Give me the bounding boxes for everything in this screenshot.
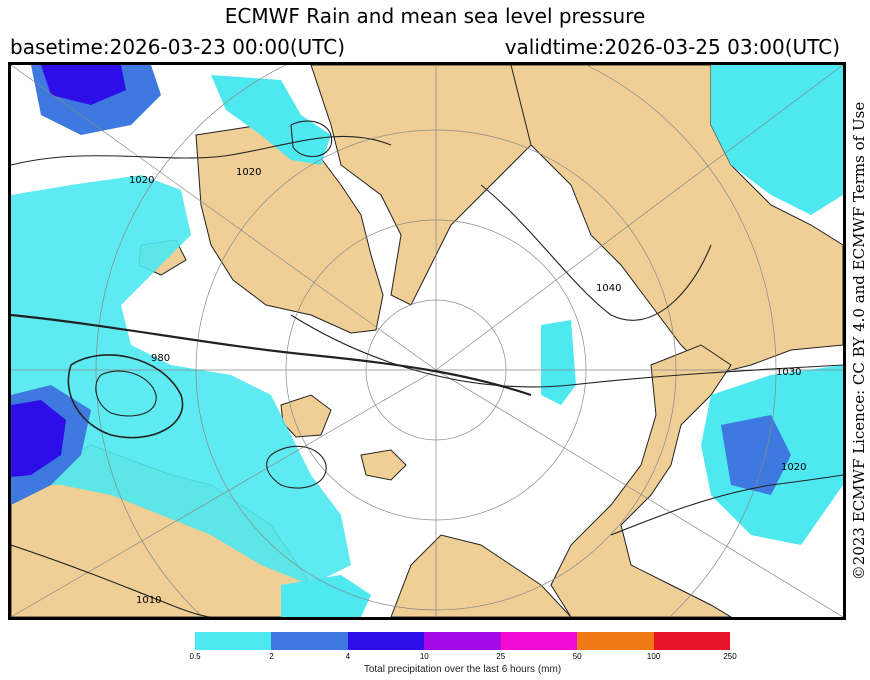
legend-tick: 100 bbox=[646, 652, 661, 661]
map-canvas: 1020 1040 1030 1020 980 1020 1010 bbox=[11, 65, 843, 617]
precip-top-right bbox=[711, 65, 843, 215]
legend-swatch bbox=[271, 632, 348, 650]
polar-map[interactable]: 1020 1040 1030 1020 980 1020 1010 bbox=[8, 62, 846, 620]
isobar-inner-low bbox=[95, 370, 157, 417]
legend-swatch bbox=[500, 632, 578, 650]
legend-swatch bbox=[347, 632, 425, 650]
isobar-1030 bbox=[290, 314, 843, 388]
isobar-1020-nw bbox=[11, 135, 392, 166]
legend-tick: 250 bbox=[723, 652, 737, 661]
precipitation-legend bbox=[195, 632, 730, 650]
precip-atlantic-heavy bbox=[11, 400, 66, 477]
precip-atlantic-band bbox=[11, 175, 351, 585]
legend-swatch bbox=[577, 632, 654, 650]
legend-tick: 4 bbox=[345, 652, 351, 661]
legend-swatch bbox=[653, 632, 730, 650]
legend-tick: 0.5 bbox=[189, 652, 201, 661]
isobars bbox=[11, 120, 843, 617]
isobar-label: 1020 bbox=[129, 175, 154, 186]
isobar-low-2 bbox=[266, 445, 327, 489]
isobar-label: 980 bbox=[151, 353, 170, 364]
precip-greenland-coast bbox=[211, 75, 331, 165]
licence-text: ©2023 ECMWF Licence: CC BY 4.0 and ECMWF… bbox=[848, 62, 870, 620]
isobar-thick bbox=[11, 313, 532, 397]
isobar-label: 1010 bbox=[136, 595, 161, 606]
legend-tick: 25 bbox=[496, 652, 506, 661]
isobar-980 bbox=[67, 354, 184, 439]
precipitation-layer bbox=[11, 65, 843, 617]
legend-caption: Total precipitation over the last 6 hour… bbox=[363, 664, 562, 675]
licence-label: ©2023 ECMWF Licence: CC BY 4.0 and ECMWF… bbox=[850, 101, 868, 581]
isobar-1020-se bbox=[610, 474, 843, 536]
precip-top-left-heavy bbox=[41, 65, 126, 105]
legend-swatch bbox=[424, 632, 501, 650]
isobar-label: 1040 bbox=[596, 283, 621, 294]
isobar-label: 1020 bbox=[236, 167, 261, 178]
legend-tick: 50 bbox=[572, 652, 582, 661]
precip-central-strip bbox=[541, 320, 576, 405]
isobar-greenland-low bbox=[290, 120, 333, 158]
precip-east-core bbox=[721, 415, 791, 495]
legend-swatch bbox=[195, 632, 272, 650]
basetime-label: basetime:2026-03-23 00:00(UTC) bbox=[10, 35, 346, 59]
isobar-1040 bbox=[480, 184, 712, 321]
land-franz-josef bbox=[360, 449, 407, 481]
isobar-label: 1020 bbox=[781, 462, 806, 473]
graticule bbox=[11, 65, 843, 617]
legend-tick: 2 bbox=[269, 652, 274, 661]
validtime-label: validtime:2026-03-25 03:00(UTC) bbox=[504, 35, 840, 59]
legend-tick: 10 bbox=[419, 652, 429, 661]
chart-title: ECMWF Rain and mean sea level pressure bbox=[224, 4, 646, 28]
legend-ticks: 0.5 2 4 10 25 50 100 250 bbox=[189, 652, 736, 664]
isobar-1010-sw bbox=[11, 544, 212, 617]
precip-bottom bbox=[281, 575, 371, 617]
isobar-label: 1030 bbox=[776, 367, 801, 378]
